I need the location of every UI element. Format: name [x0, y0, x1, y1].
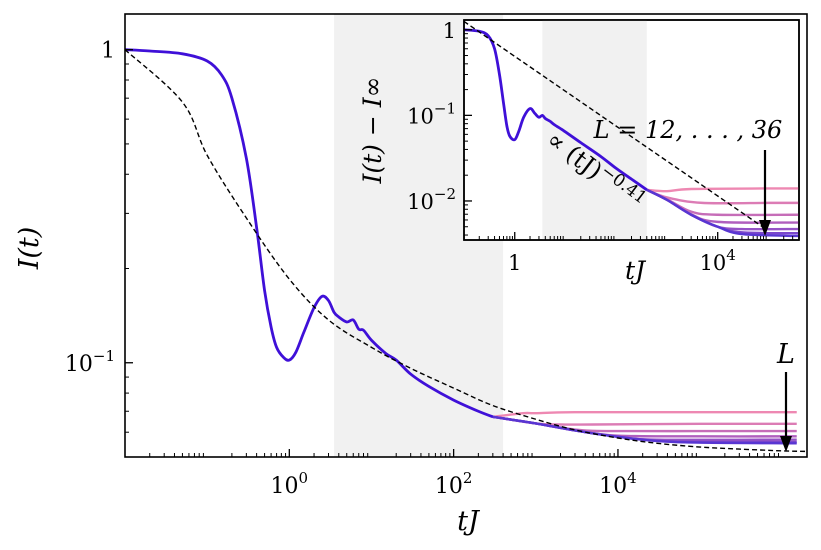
- inset-plot-frame: [463, 19, 800, 241]
- main-data-curve: [125, 48, 494, 419]
- inset-annotation-label: L = 12, . . . , 36: [593, 116, 783, 144]
- inset-saturation-line-6: [646, 188, 799, 238]
- inset-y-axis-label: I(t) − I∞: [358, 77, 387, 185]
- main-annotation: L: [776, 339, 795, 452]
- inset-annotation: L = 12, . . . , 36: [593, 116, 783, 236]
- main-y-axis-label: I(t): [14, 227, 45, 271]
- inset-data-curve: [464, 28, 648, 191]
- main-annotation-label: L: [776, 339, 795, 370]
- main-x-tick-label-1: 102: [435, 469, 473, 499]
- inset-x-axis-label: tJ: [625, 256, 647, 285]
- main-annotation-arrow-head: [780, 436, 792, 452]
- main-x-tick-label-2: 104: [599, 469, 637, 499]
- main-saturation-line-0: [492, 410, 797, 418]
- inset-shaded-band: [542, 20, 647, 240]
- main-fit-line: [125, 49, 807, 453]
- inset-y-tick-label-0: 1: [443, 19, 456, 43]
- main-y-tick-label-1: 10−1: [65, 347, 115, 377]
- inset-x-tick-label-1: 104: [700, 246, 736, 275]
- inset-saturation-line-0: [646, 187, 799, 193]
- main-ticks: 100 102 104 1 10−1: [65, 39, 780, 499]
- main-marks: [125, 48, 807, 453]
- inset-x-tick-label-0: 1: [508, 251, 521, 275]
- main-x-tick-label-0: 100: [271, 469, 309, 499]
- inset-annotation-arrow-head: [759, 220, 771, 236]
- inset-marks: [464, 20, 799, 238]
- main-saturation-line-6: [492, 415, 797, 445]
- main-x-axis-label: tJ: [457, 506, 481, 537]
- main-y-tick-label-0: 1: [101, 39, 115, 64]
- inset-ticks: 1 104 1 10−1 10−2: [407, 19, 794, 275]
- inset-fit-line: [464, 20, 764, 229]
- inset-y-tick-label-2: 10−2: [407, 185, 456, 214]
- inset-y-tick-label-1: 10−1: [407, 99, 456, 128]
- main-plot-frame: [124, 13, 808, 458]
